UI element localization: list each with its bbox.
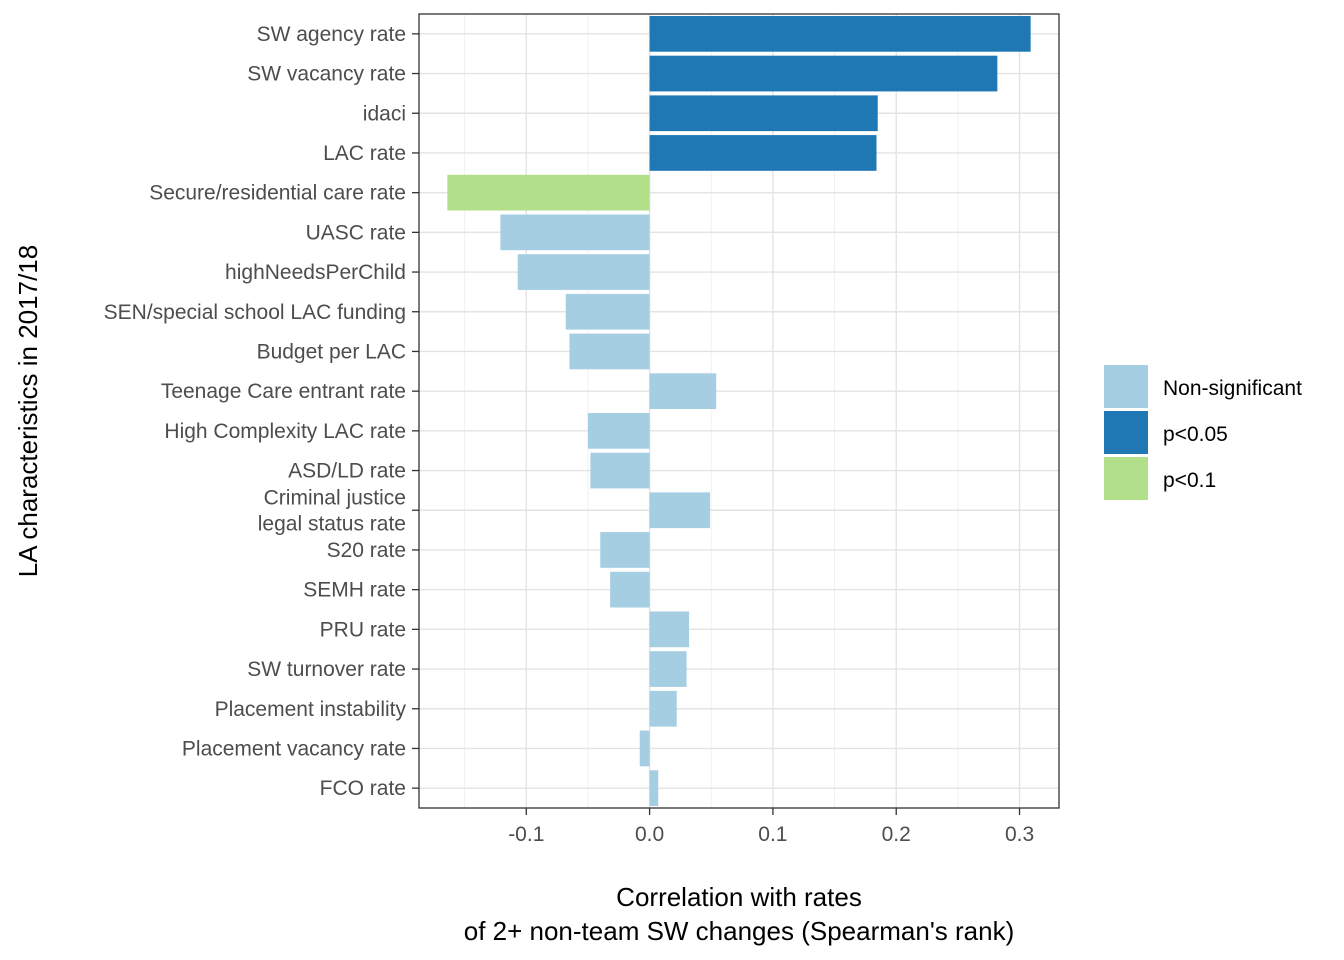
legend-swatch: [1104, 457, 1148, 500]
y-tick-label: Placement vacancy rate: [182, 737, 406, 760]
bar-uasc-rate: [500, 214, 650, 251]
y-tick-label: highNeedsPerChild: [225, 261, 406, 284]
y-tick-label: SW agency rate: [257, 23, 406, 46]
x-tick-label: 0.3: [1005, 823, 1034, 846]
y-tick-label: Teenage Care entrant rate: [161, 380, 406, 403]
legend-swatch: [1104, 365, 1148, 408]
x-tick-label: 0.1: [758, 823, 787, 846]
bar-lac-rate: [649, 135, 877, 171]
legend-label: p<0.1: [1163, 469, 1216, 492]
y-tick-label: Criminal justice: [264, 486, 406, 509]
legend-swatch: [1104, 411, 1148, 454]
x-axis-title-line-2: of 2+ non-team SW changes (Spearman's ra…: [464, 916, 1015, 946]
y-tick-label: High Complexity LAC rate: [164, 420, 406, 443]
y-tick-label: SEN/special school LAC funding: [104, 301, 406, 324]
y-tick-label: SW vacancy rate: [247, 63, 406, 86]
y-tick-label: SEMH rate: [303, 579, 406, 602]
bar-pru-rate: [649, 611, 690, 648]
legend-label: Non-significant: [1163, 377, 1302, 400]
y-tick-label: legal status rate: [258, 512, 406, 535]
y-tick-label: idaci: [363, 102, 406, 125]
y-tick-label: Budget per LAC: [257, 340, 406, 363]
y-tick-label: Secure/residential care rate: [149, 182, 406, 205]
y-tick-label: ASD/LD rate: [288, 460, 406, 483]
y-tick-label: SW turnover rate: [247, 658, 406, 681]
bar-budget-per-lac: [569, 333, 650, 370]
x-tick-label: 0.0: [635, 823, 664, 846]
y-axis: SW agency rate SW vacancy rate idaci LAC ra…: [104, 23, 419, 800]
grid-lines: [419, 14, 1059, 808]
bar-teenage-care-entrant-rate: [649, 373, 717, 410]
bar-sw-turnover-rate: [649, 651, 687, 687]
legend-label: p<0.05: [1163, 423, 1228, 446]
bar-placement-instability: [649, 690, 677, 727]
bars: [447, 15, 1031, 807]
x-tick-label: 0.2: [882, 823, 911, 846]
bar-high-complexity-lac-rate: [587, 412, 650, 449]
y-tick-label: FCO rate: [320, 777, 406, 800]
bar-secure-residential-care-rate: [447, 174, 650, 211]
bar-sw-agency-rate: [649, 15, 1031, 52]
bar-highneedsperchild: [517, 254, 650, 290]
x-tick-label: -0.1: [508, 823, 544, 846]
bar-idaci: [649, 95, 878, 132]
y-axis-title: LA characteristics in 2017/18: [13, 245, 43, 577]
y-tick-label: S20 rate: [327, 539, 406, 562]
bar-asd-ld-rate: [590, 452, 650, 489]
bar-sen-special-school-lac-funding: [565, 293, 650, 330]
bar-criminal-justice-legal-status-rate: [649, 492, 711, 529]
x-axis-title-line-1: Correlation with rates: [616, 882, 862, 912]
y-tick-label: UASC rate: [306, 221, 406, 244]
plot-panel-border: [418, 13, 1060, 809]
y-tick-label: PRU rate: [320, 618, 406, 641]
bar-sw-vacancy-rate: [649, 55, 998, 92]
x-axis: -0.1 0.0 0.1 0.2 0.3: [508, 808, 1034, 846]
y-tick-label: Placement instability: [215, 698, 407, 721]
legend: Non-significant p<0.05 p<0.1: [1104, 365, 1302, 500]
y-tick-label: LAC rate: [323, 142, 406, 165]
bar-placement-vacancy-rate: [639, 730, 650, 767]
bar-fco-rate: [649, 770, 659, 807]
bar-s20-rate: [600, 532, 650, 568]
bar-semh-rate: [610, 571, 650, 608]
